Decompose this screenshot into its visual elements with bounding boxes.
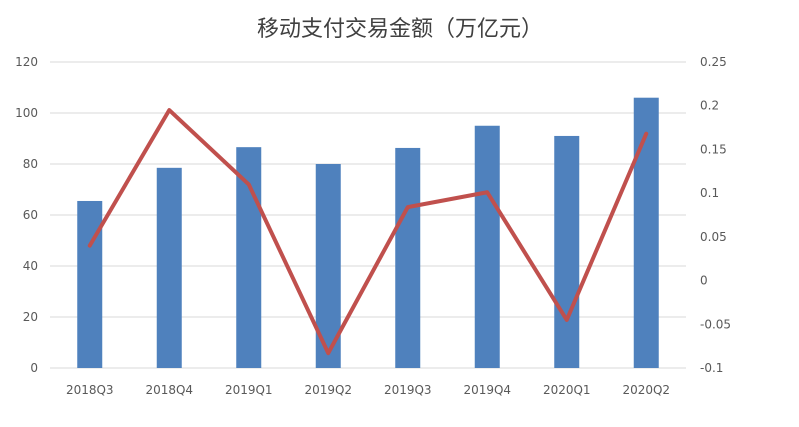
bar — [156, 167, 182, 368]
right-tick-label: -0.1 — [700, 361, 723, 375]
bar — [633, 97, 659, 368]
chart-title: 移动支付交易金额（万亿元） — [257, 17, 543, 42]
x-axis: 2018Q3 2018Q4 2019Q1 2019Q2 2019Q3 2019Q4 2020… — [66, 383, 670, 397]
right-tick-label: 0.25 — [700, 55, 727, 69]
line-point — [644, 132, 648, 136]
left-tick-label: 120 — [15, 55, 38, 69]
line-point — [326, 351, 330, 355]
line-series — [87, 108, 649, 356]
gridlines — [50, 61, 686, 369]
category-label: 2020Q2 — [622, 383, 670, 397]
bar — [77, 200, 103, 368]
category-label: 2019Q3 — [384, 383, 432, 397]
left-axis: 0 20 40 60 80 100 120 — [15, 55, 38, 375]
left-tick-label: 40 — [23, 259, 38, 273]
bar — [554, 135, 580, 368]
left-tick-label: 80 — [23, 157, 38, 171]
right-tick-label: 0.15 — [700, 142, 727, 156]
right-tick-label: 0 — [700, 274, 708, 288]
line-point — [247, 182, 251, 186]
category-label: 2020Q1 — [543, 383, 591, 397]
right-tick-label: -0.05 — [700, 317, 731, 331]
left-tick-label: 0 — [30, 361, 38, 375]
category-label: 2018Q3 — [66, 383, 114, 397]
bar-series — [77, 97, 659, 368]
category-label: 2019Q4 — [463, 383, 511, 397]
right-tick-label: 0.2 — [700, 99, 719, 113]
category-label: 2019Q1 — [225, 383, 273, 397]
right-axis: -0.1 -0.05 0 0.05 0.1 0.15 0.2 0.25 — [700, 55, 731, 375]
line-path — [87, 108, 649, 356]
left-tick-label: 60 — [23, 208, 38, 222]
left-tick-label: 100 — [15, 106, 38, 120]
bar — [236, 147, 262, 368]
bar — [474, 125, 500, 368]
bar — [395, 147, 421, 368]
right-tick-label: 0.1 — [700, 186, 719, 200]
line-point — [88, 244, 92, 248]
right-tick-label: 0.05 — [700, 230, 727, 244]
line-point — [565, 318, 569, 322]
category-label: 2019Q2 — [304, 383, 352, 397]
category-label: 2018Q4 — [145, 383, 193, 397]
line-point — [485, 190, 489, 194]
line-point — [406, 205, 410, 209]
line-point — [167, 108, 171, 112]
left-tick-label: 20 — [23, 310, 38, 324]
